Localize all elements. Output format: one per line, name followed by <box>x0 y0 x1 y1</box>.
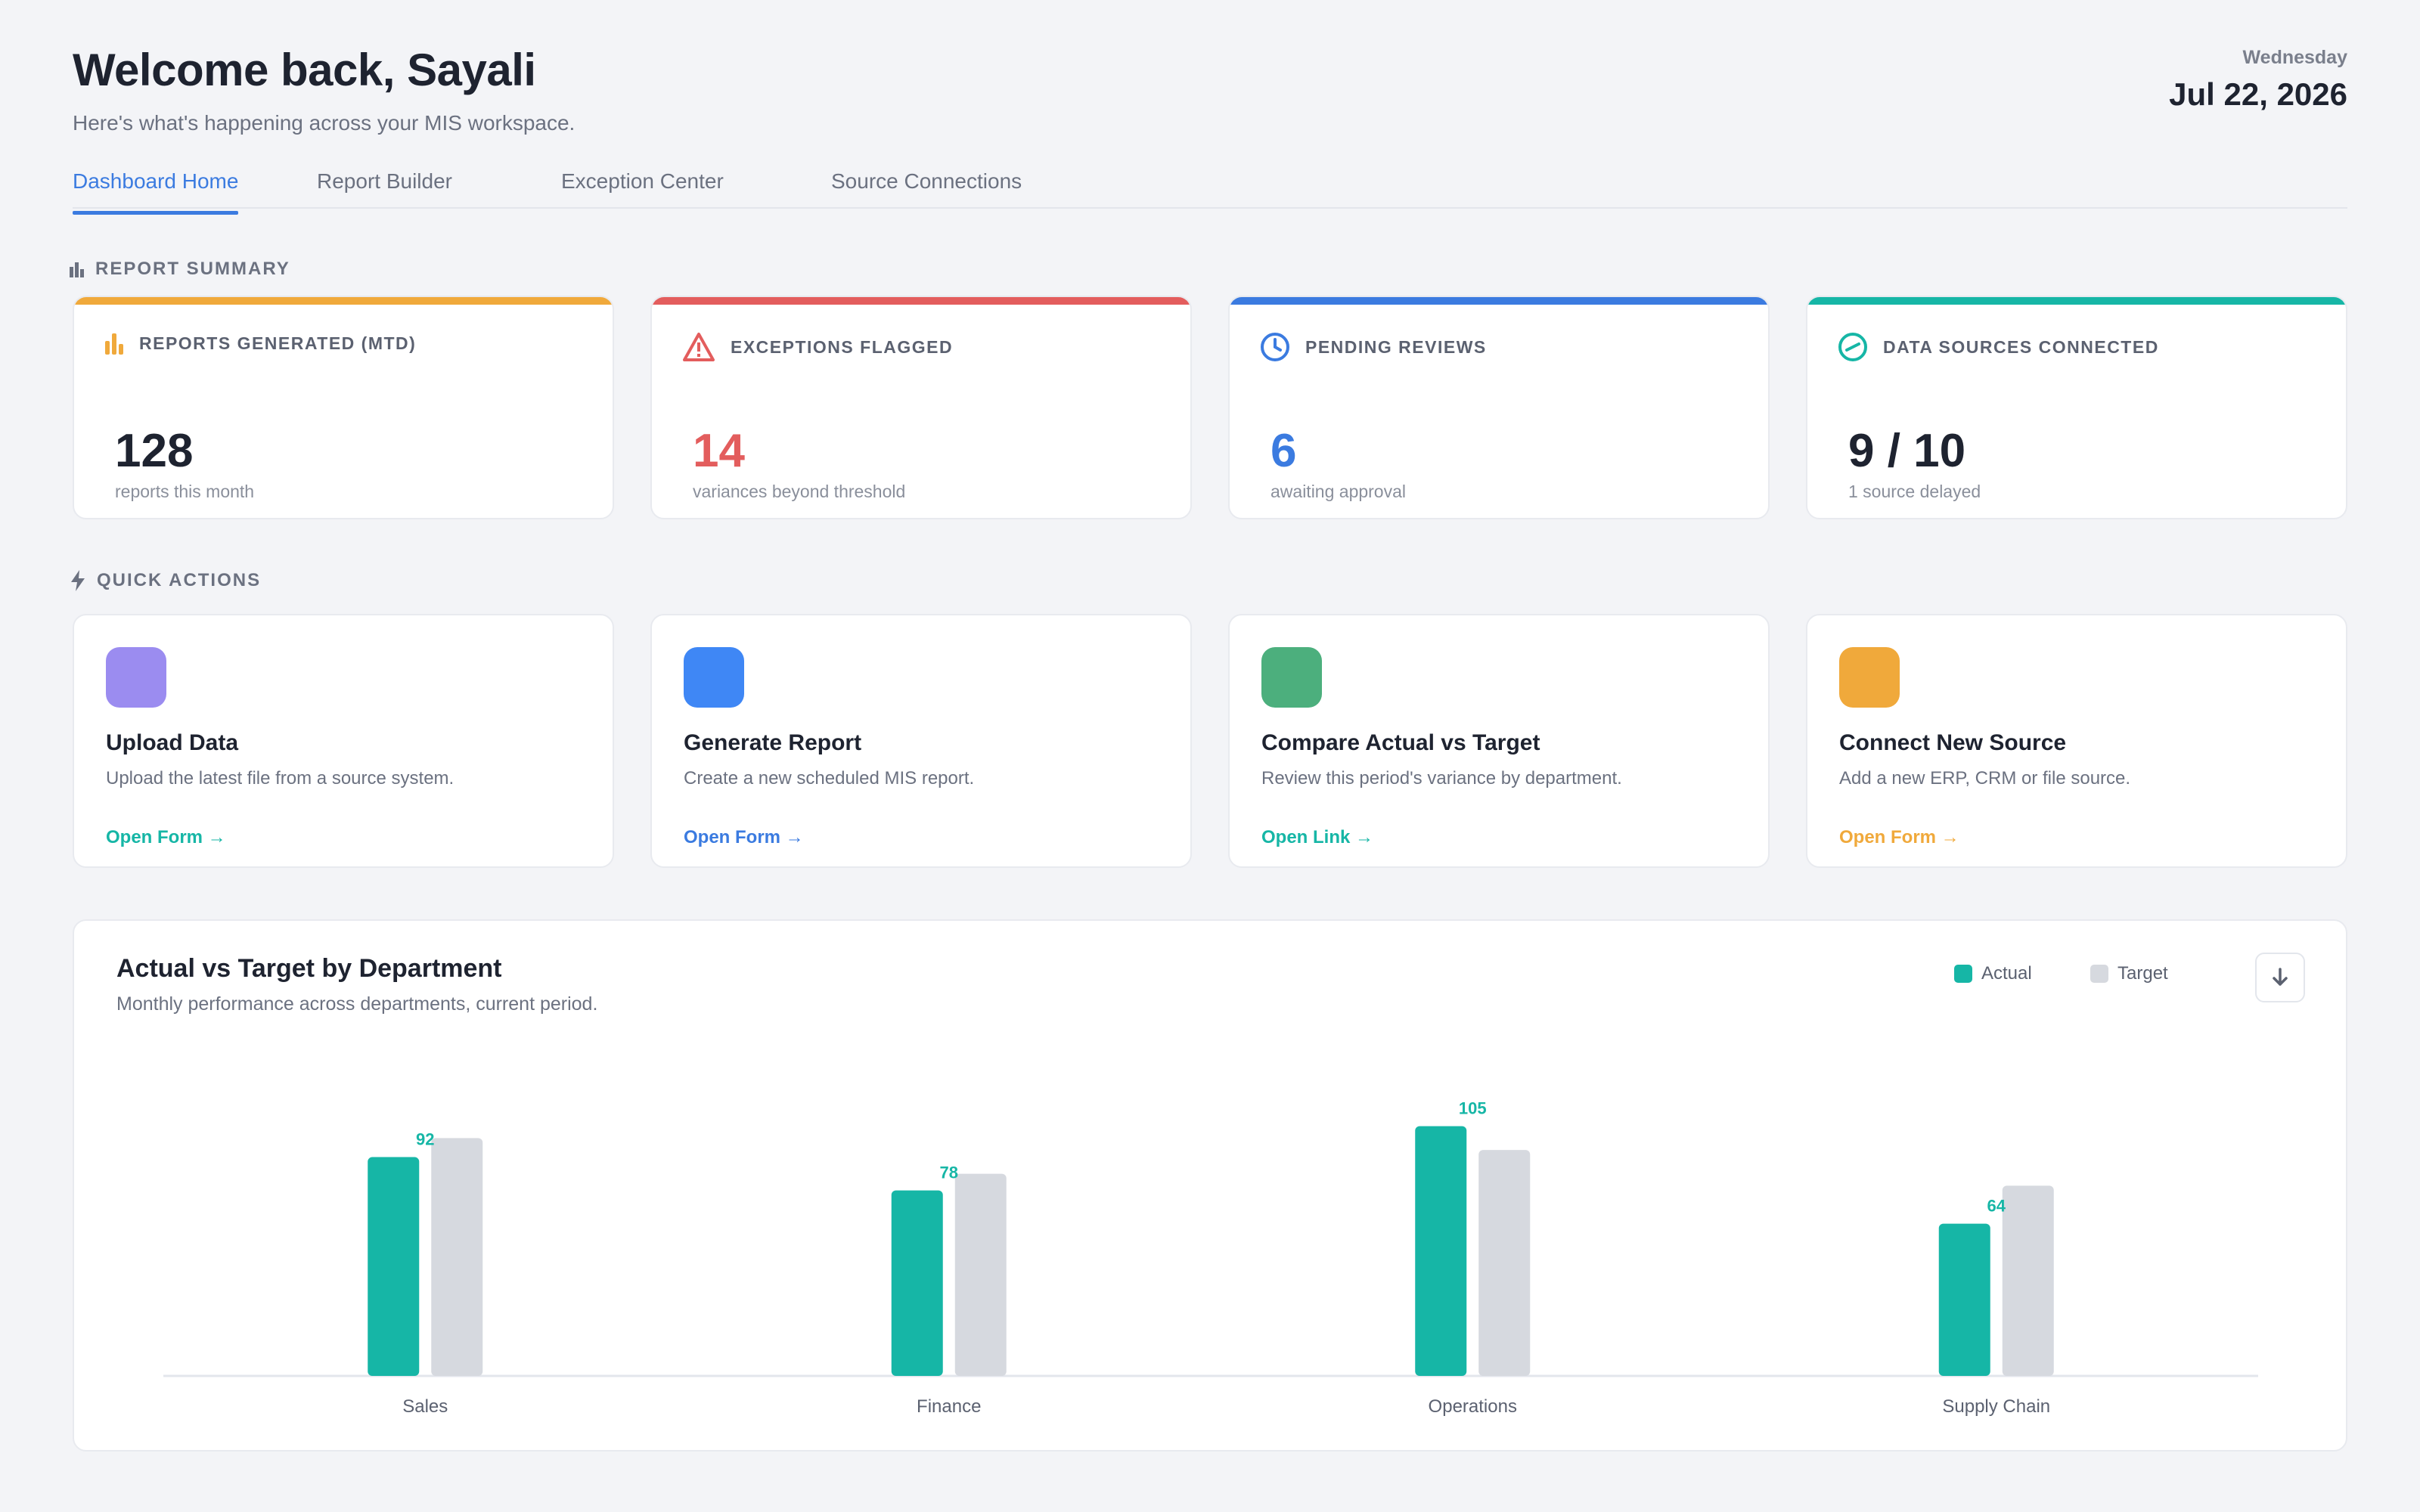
data-label: 78 <box>940 1163 958 1182</box>
bar-actual-sales <box>368 1157 420 1376</box>
section-label: QUICK ACTIONS <box>97 570 262 590</box>
section-label: REPORT SUMMARY <box>95 259 290 279</box>
stat-value: 6 <box>1270 425 1297 477</box>
data-label: 92 <box>416 1130 434 1149</box>
action-description: Review this period's variance by departm… <box>1261 768 1622 789</box>
open-form-link[interactable]: Open Form → <box>1839 827 1959 847</box>
stat-value: 128 <box>115 425 194 477</box>
stat-note: 1 source delayed <box>1848 482 1981 501</box>
card-accent-bar <box>1807 297 2346 305</box>
stat-label: PENDING REVIEWS <box>1305 336 1487 357</box>
bar-chart: 92 Sales 78 Finance 105 Operations 64 Supply Ch… <box>163 1099 2258 1417</box>
lightning-icon <box>71 570 85 591</box>
card-accent-bar <box>652 297 1190 305</box>
x-tick-label: Supply Chain <box>1942 1396 2050 1417</box>
bar-target-finance <box>954 1173 1007 1376</box>
bar-actual-operations <box>1415 1126 1467 1376</box>
report-summary-heading: REPORT SUMMARY <box>70 259 290 280</box>
x-tick-label: Finance <box>917 1396 981 1417</box>
action-description: Add a new ERP, CRM or file source. <box>1839 768 2131 789</box>
open-form-link[interactable]: Open Form → <box>684 827 804 847</box>
stat-note: awaiting approval <box>1270 482 1407 501</box>
bar-target-supply-chain <box>2002 1185 2054 1376</box>
data-label: 105 <box>1459 1099 1487 1118</box>
card-accent-bar <box>1230 297 1768 305</box>
action-description: Create a new scheduled MIS report. <box>684 768 975 789</box>
download-icon <box>2273 968 2288 986</box>
connect-icon <box>1839 647 1900 708</box>
stat-value: 14 <box>693 425 745 477</box>
stat-label: EXCEPTIONS FLAGGED <box>731 336 954 357</box>
action-title: Compare Actual vs Target <box>1261 730 1540 755</box>
bar-chart-icon <box>70 262 84 277</box>
chart-card: Actual vs Target by Department Monthly p… <box>73 919 2347 1452</box>
action-description: Upload the latest file from a source sys… <box>106 768 455 789</box>
date-display: Wednesday Jul 22, 2026 <box>2169 47 2347 113</box>
stat-label: DATA SOURCES CONNECTED <box>1883 336 2159 357</box>
tab-report-builder[interactable]: Report Builder <box>317 169 452 193</box>
x-tick-label: Sales <box>402 1396 448 1417</box>
stat-value: 9 / 10 <box>1848 425 1966 477</box>
action-title: Connect New Source <box>1839 730 2067 755</box>
stat-card-exceptions-flagged[interactable]: EXCEPTIONS FLAGGED 14 variances beyond t… <box>650 296 1192 519</box>
open-link[interactable]: Open Link → <box>1261 827 1374 847</box>
bar-chart-icon <box>105 333 123 355</box>
tab-bar: Dashboard Home Report Builder Exception … <box>73 166 2347 215</box>
data-label: 64 <box>1987 1197 2006 1216</box>
bar-target-operations <box>1478 1150 1531 1376</box>
stat-card-pending-reviews[interactable]: PENDING REVIEWS 6 awaiting approval <box>1228 296 1770 519</box>
open-form-link[interactable]: Open Form → <box>106 827 226 847</box>
bar-actual-supply-chain <box>1938 1223 1990 1376</box>
clock-icon <box>1261 333 1289 361</box>
page-subtitle: Here's what's happening across your MIS … <box>73 111 576 135</box>
bar-actual-finance <box>891 1190 943 1376</box>
weekday-label: Wednesday <box>2242 47 2347 68</box>
stat-label: REPORTS GENERATED (MTD) <box>139 333 417 353</box>
tab-source-connections[interactable]: Source Connections <box>831 169 1022 193</box>
legend-swatch <box>2090 965 2108 983</box>
current-date: Jul 22, 2026 <box>2169 76 2347 112</box>
quick-actions-heading: QUICK ACTIONS <box>70 570 261 591</box>
compare-icon <box>1261 647 1322 708</box>
download-button[interactable] <box>2255 953 2305 1002</box>
action-title: Upload Data <box>106 730 239 755</box>
bar-target-sales <box>431 1138 483 1376</box>
chart-title: Actual vs Target by Department <box>116 954 502 983</box>
stat-note: variances beyond threshold <box>693 482 906 501</box>
chart-subtitle: Monthly performance across departments, … <box>116 993 598 1015</box>
action-title: Generate Report <box>684 730 862 755</box>
card-accent-bar <box>74 297 613 305</box>
warning-icon <box>683 333 715 361</box>
stat-card-data-sources[interactable]: DATA SOURCES CONNECTED 9 / 10 1 source d… <box>1806 296 2347 519</box>
tab-dashboard-home[interactable]: Dashboard Home <box>73 169 239 215</box>
stat-card-reports-generated[interactable]: REPORTS GENERATED (MTD) 128 reports this… <box>73 296 614 519</box>
stat-note: reports this month <box>115 482 255 501</box>
gauge-icon <box>1838 333 1867 361</box>
report-icon <box>684 647 744 708</box>
quick-action-connect-source[interactable]: Connect New Source Add a new ERP, CRM or… <box>1806 614 2347 868</box>
quick-action-upload-data[interactable]: Upload Data Upload the latest file from … <box>73 614 614 868</box>
legend-label: Target <box>2118 963 2168 984</box>
legend-label: Actual <box>1981 963 2032 984</box>
page-header: Welcome back, Sayali Here's what's happe… <box>73 44 575 135</box>
legend-swatch <box>1954 965 1972 983</box>
tab-exception-center[interactable]: Exception Center <box>561 169 724 193</box>
legend-item-target: Target <box>2090 963 2168 984</box>
quick-action-generate-report[interactable]: Generate Report Create a new scheduled M… <box>650 614 1192 868</box>
page-title: Welcome back, Sayali <box>73 45 536 95</box>
quick-action-compare[interactable]: Compare Actual vs Target Review this per… <box>1228 614 1770 868</box>
x-tick-label: Operations <box>1429 1396 1517 1417</box>
upload-icon <box>106 647 166 708</box>
legend-item-actual: Actual <box>1954 963 2032 984</box>
